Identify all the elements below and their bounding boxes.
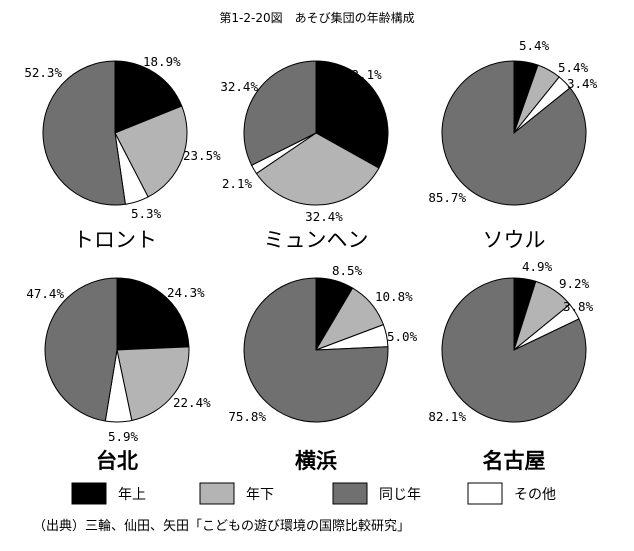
pie-title: トロント bbox=[73, 228, 157, 252]
source-note: （出典）三輪、仙田、矢田「こどもの遊び環境の国際比較研究」 bbox=[33, 518, 410, 534]
slice-label: 5.9% bbox=[108, 429, 139, 444]
slice-label: 4.9% bbox=[522, 259, 553, 274]
pie-title: 横浜 bbox=[295, 449, 337, 473]
legend-swatch bbox=[71, 482, 107, 505]
pie-slice bbox=[114, 105, 188, 198]
slice-label: 47.4% bbox=[26, 286, 64, 301]
pie-chart: 8.5% 10.8% 5.0% 75.8% 横浜 bbox=[228, 263, 417, 473]
pie-slice bbox=[116, 346, 190, 422]
pie-slice bbox=[44, 277, 118, 422]
legend-label: 年下 bbox=[246, 487, 274, 503]
slice-label: 2.1% bbox=[222, 176, 253, 191]
legend-label: 同じ年 bbox=[379, 487, 421, 503]
pie-slice bbox=[116, 277, 190, 351]
slice-label: 5.3% bbox=[131, 206, 162, 221]
pie-slice bbox=[441, 60, 587, 206]
pie-chart: 18.9% 23.5% 5.3% 52.3% トロント bbox=[24, 54, 221, 252]
slice-label: 5.4% bbox=[558, 60, 589, 75]
pie-slice bbox=[42, 60, 126, 206]
pie-charts: 18.9% 23.5% 5.3% 52.3% トロント 33.1% 32.4% 2.1% 32.… bbox=[24, 38, 597, 473]
pie-chart: 24.3% 22.4% 5.9% 47.4% 台北 bbox=[26, 277, 211, 473]
pie-chart: 5.4%5.4%3.4%85.7%ソウル bbox=[428, 38, 597, 252]
legend: 年上 年下 同じ年 その他 bbox=[71, 482, 556, 505]
slice-label: 9.2% bbox=[559, 276, 590, 291]
pie-title: 台北 bbox=[96, 449, 138, 473]
slice-label: 85.7% bbox=[428, 190, 466, 205]
pie-chart: 4.9% 9.2% 3.8% 82.1% 名古屋 bbox=[428, 259, 593, 473]
pie-title: ミュンヘン bbox=[264, 228, 369, 252]
pie-title: ソウル bbox=[483, 228, 546, 252]
legend-item: 同じ年 bbox=[332, 482, 421, 505]
pie-slice bbox=[441, 277, 587, 423]
slice-label: 18.9% bbox=[143, 54, 181, 69]
slice-label: 3.4% bbox=[567, 76, 598, 91]
legend-swatch bbox=[467, 482, 503, 505]
slice-label: 23.5% bbox=[183, 148, 221, 163]
pie-title: 名古屋 bbox=[483, 449, 546, 473]
legend-item: 年上 bbox=[71, 482, 146, 505]
slice-label: 82.1% bbox=[428, 409, 466, 424]
legend-swatch bbox=[199, 482, 235, 505]
slice-label: 5.0% bbox=[387, 329, 418, 344]
legend-swatch bbox=[332, 482, 368, 505]
slice-label: 32.4% bbox=[305, 209, 343, 224]
pie-chart: 33.1% 32.4% 2.1% 32.4% ミュンヘン bbox=[220, 60, 389, 252]
slice-label: 24.3% bbox=[167, 285, 205, 300]
legend-label: その他 bbox=[514, 487, 556, 503]
pie-slice bbox=[243, 277, 389, 423]
slice-label: 75.8% bbox=[228, 409, 266, 424]
slice-label: 10.8% bbox=[375, 289, 413, 304]
slice-label: 8.5% bbox=[332, 263, 363, 278]
pie-slice bbox=[255, 132, 380, 206]
pie-slice bbox=[114, 60, 183, 134]
legend-item: その他 bbox=[467, 482, 556, 505]
legend-item: 年下 bbox=[199, 482, 274, 505]
figure-title: 第1-2-20図 あそび集団の年齢構成 bbox=[219, 10, 414, 25]
slice-label: 3.8% bbox=[563, 299, 594, 314]
pie-slice bbox=[315, 60, 389, 169]
slice-label: 52.3% bbox=[24, 65, 62, 80]
slice-label: 5.4% bbox=[519, 38, 550, 53]
slice-label: 33.1% bbox=[344, 67, 382, 82]
legend-label: 年上 bbox=[118, 487, 146, 503]
slice-label: 22.4% bbox=[173, 395, 211, 410]
slice-label: 32.4% bbox=[220, 79, 258, 94]
pie-slice bbox=[243, 60, 317, 166]
